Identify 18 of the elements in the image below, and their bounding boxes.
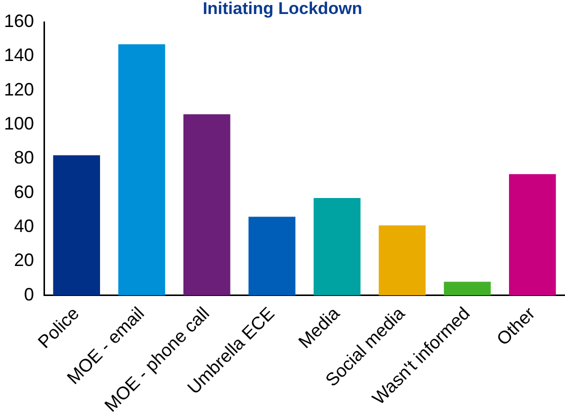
y-tick-label: 20 <box>14 250 34 270</box>
chart-title: Initiating Lockdown <box>202 0 362 18</box>
y-tick-label: 140 <box>4 45 34 66</box>
bar <box>314 198 361 296</box>
bar <box>508 174 556 296</box>
bar <box>248 216 296 296</box>
bar <box>118 44 166 296</box>
y-tick-label: 160 <box>4 10 34 31</box>
y-tick-label: 40 <box>14 216 34 236</box>
y-tick-label: 100 <box>4 113 34 134</box>
bar <box>444 282 491 296</box>
bar <box>378 225 426 296</box>
y-tick-label: 60 <box>14 182 34 202</box>
bar <box>53 155 100 296</box>
y-tick-label: 120 <box>4 79 34 100</box>
y-tick-label: 80 <box>14 148 34 168</box>
bar <box>183 114 230 296</box>
y-tick-label: 0 <box>24 284 34 304</box>
